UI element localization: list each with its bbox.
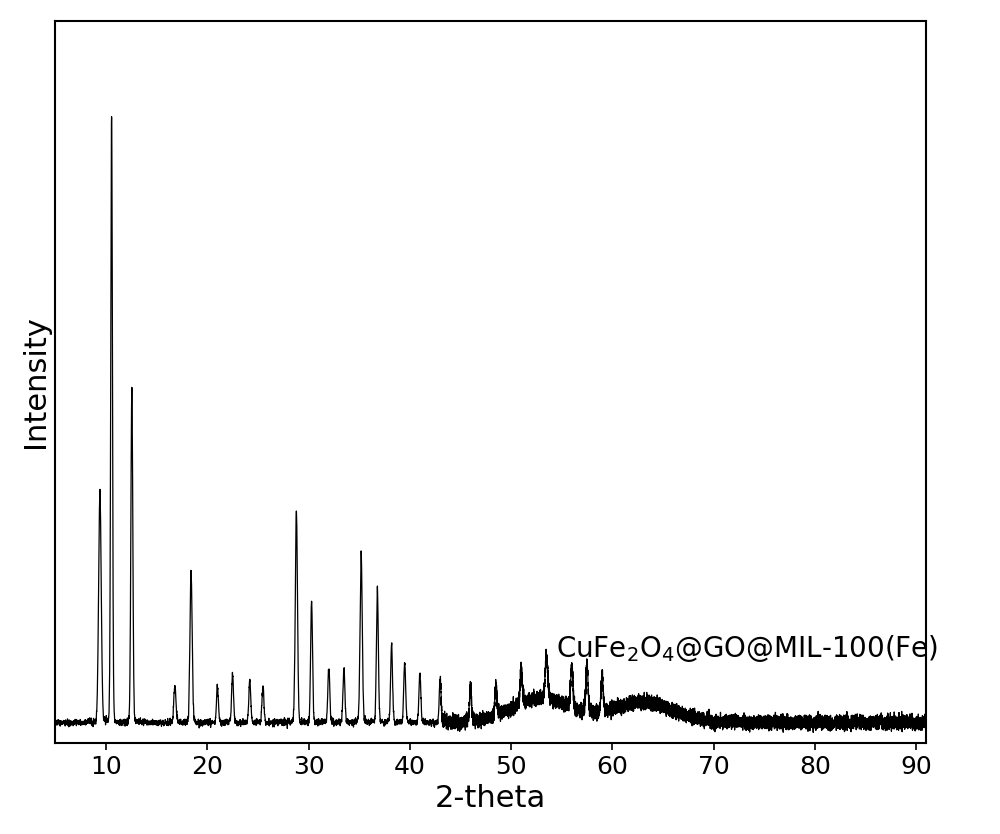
Text: CuFe$_2$O$_4$@GO@MIL-100(Fe): CuFe$_2$O$_4$@GO@MIL-100(Fe) [556,634,938,665]
X-axis label: 2-theta: 2-theta [435,784,546,813]
Y-axis label: Intensity: Intensity [21,315,50,448]
